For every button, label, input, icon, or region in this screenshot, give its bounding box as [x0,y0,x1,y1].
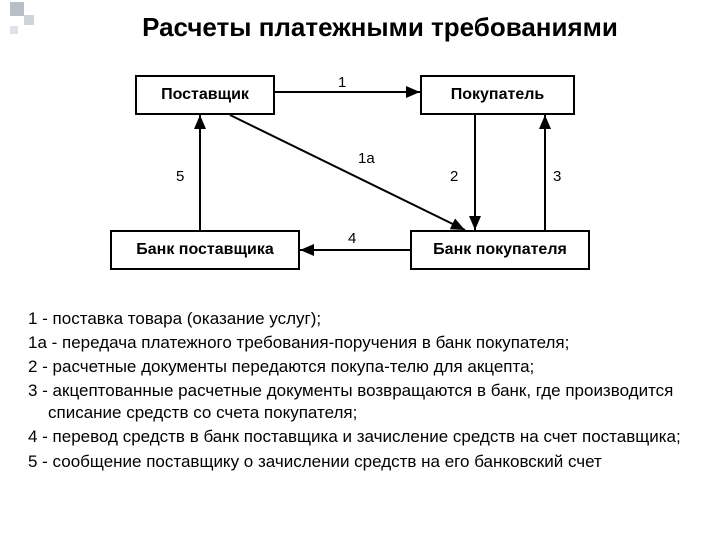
edge-label-e5: 5 [176,168,184,185]
legend-item: 5 - сообщение поставщику о зачислении ср… [28,451,700,473]
edge-label-e1a: 1а [358,150,375,167]
edge-label-e1: 1 [338,74,346,91]
legend-item: 4 - перевод средств в банк поставщика и … [28,426,700,448]
legend: 1 - поставка товара (оказание услуг);1а … [28,308,700,475]
legend-item: 1а - передача платежного требования-пору… [28,332,700,354]
node-bank_supplier: Банк поставщика [110,230,300,270]
legend-item: 2 - расчетные документы передаются покуп… [28,356,700,378]
flowchart: Поставщик Покупатель Банк поставщика Банк п… [80,60,640,290]
edge-label-e2: 2 [450,168,458,185]
legend-item: 3 - акцептованные расчетные документы во… [28,380,700,424]
slide-title: Расчеты платежными требованиями [60,12,700,43]
edge-label-e4: 4 [348,230,356,247]
edge-label-e3: 3 [553,168,561,185]
node-bank_buyer: Банк покупателя [410,230,590,270]
node-supplier: Поставщик [135,75,275,115]
edge-e1a [230,115,465,230]
legend-item: 1 - поставка товара (оказание услуг); [28,308,700,330]
node-buyer: Покупатель [420,75,575,115]
